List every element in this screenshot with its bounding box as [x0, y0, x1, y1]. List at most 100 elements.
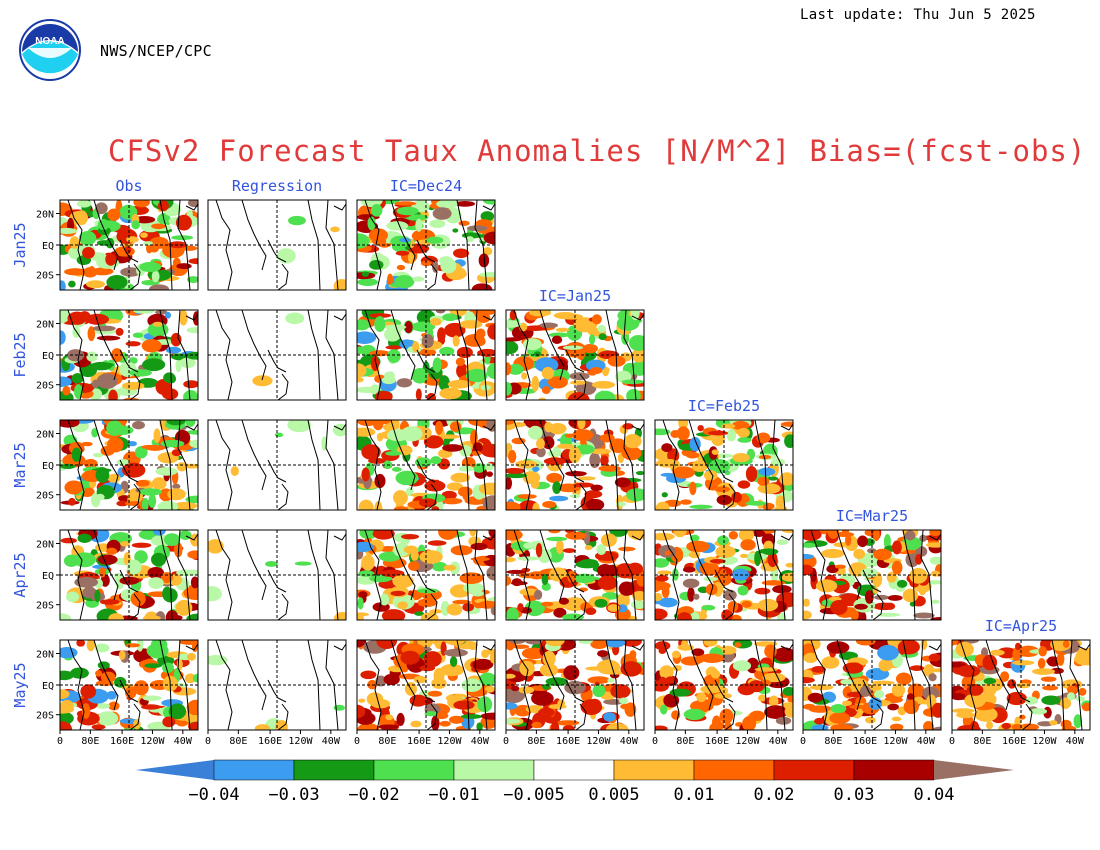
anomaly-blob: [480, 310, 495, 315]
anomaly-blob: [106, 547, 118, 555]
anomaly-blob: [565, 470, 587, 477]
anomaly-blob: [659, 665, 674, 680]
colorbar-tick-label: 0.01: [674, 785, 715, 805]
colorbar-tick-label: −0.03: [268, 785, 319, 805]
anomaly-blob: [480, 712, 495, 720]
anomaly-blob: [1081, 702, 1090, 712]
map-panel: [59, 419, 199, 511]
coastline: [277, 263, 289, 290]
anomaly-blob: [628, 334, 644, 351]
anomaly-blob: [536, 447, 546, 458]
anomaly-field: [655, 420, 793, 510]
anomaly-blob: [136, 640, 144, 652]
panel-frame: [356, 199, 496, 291]
anomaly-blob: [376, 640, 397, 649]
anomaly-blob: [966, 684, 984, 696]
anomaly-blob: [758, 454, 772, 460]
lon-tick-label: 160E: [110, 736, 134, 747]
anomaly-blob: [189, 439, 198, 449]
anomaly-blob: [655, 558, 670, 568]
colorbar-segment: [373, 759, 455, 781]
anomaly-blob: [545, 640, 565, 647]
anomaly-blob: [1042, 685, 1059, 691]
anomaly-blob: [918, 584, 927, 596]
coastline: [482, 203, 495, 211]
anomaly-blob: [468, 643, 478, 651]
anomaly-blob: [385, 714, 394, 721]
coastline: [474, 420, 488, 510]
anomaly-blob: [91, 724, 106, 730]
anomaly-blob: [180, 463, 198, 469]
anomaly-blob: [815, 579, 838, 593]
anomaly-blob: [399, 238, 411, 243]
anomaly-blob: [148, 284, 170, 290]
anomaly-blob: [390, 282, 403, 288]
colorbar-segment: [693, 759, 775, 781]
anomaly-blob: [163, 533, 181, 547]
lon-tick-label: 120W: [1032, 736, 1057, 747]
coastline: [67, 640, 85, 730]
anomaly-blob: [166, 346, 182, 354]
anomaly-blob: [140, 232, 148, 238]
anomaly-blob: [95, 670, 103, 677]
anomaly-blob: [930, 570, 940, 577]
anomaly-blob: [157, 500, 179, 510]
map-panel: [505, 309, 645, 401]
coastline: [129, 483, 141, 510]
anomaly-blob: [167, 488, 186, 501]
anomaly-blob: [506, 501, 521, 510]
anomaly-blob: [655, 575, 669, 582]
anomaly-blob: [1067, 692, 1076, 701]
anomaly-blob: [903, 699, 919, 715]
anomaly-field: [803, 530, 941, 620]
anomaly-blob: [522, 338, 542, 351]
panel-frame: [207, 639, 347, 731]
anomaly-blob: [441, 497, 463, 505]
map-panel: [207, 639, 347, 731]
coastline: [93, 640, 119, 711]
anomaly-blob: [438, 530, 458, 540]
anomaly-blob: [820, 548, 845, 559]
coastline: [1021, 703, 1033, 730]
anomaly-blob: [562, 345, 584, 350]
anomaly-blob: [686, 540, 710, 553]
anomaly-blob: [511, 685, 520, 692]
anomaly-blob: [436, 200, 458, 209]
anomaly-blob: [486, 363, 495, 379]
coastline: [119, 679, 139, 703]
row-label: Apr25: [11, 552, 29, 597]
map-panel: [505, 419, 645, 511]
anomaly-blob: [190, 576, 198, 589]
anomaly-blob: [187, 200, 198, 208]
anomaly-blob: [542, 650, 556, 667]
coastline: [129, 263, 141, 290]
anomaly-blob: [731, 491, 742, 503]
anomaly-blob: [71, 447, 82, 462]
anomaly-blob: [370, 203, 383, 217]
anomaly-blob: [60, 376, 72, 387]
anomaly-blob: [538, 707, 555, 718]
anomaly-blob: [689, 504, 713, 510]
coastline: [474, 310, 488, 400]
anomaly-blob: [989, 649, 1005, 656]
coastline: [575, 703, 587, 730]
anomaly-blob: [426, 236, 444, 244]
anomaly-blob: [585, 607, 597, 615]
coastline: [482, 423, 495, 431]
map-panel: [207, 419, 347, 511]
anomaly-blob: [68, 280, 76, 288]
coastline: [390, 310, 416, 381]
anomaly-blob: [630, 310, 640, 321]
anomaly-blob: [895, 672, 912, 686]
anomaly-blob: [553, 446, 561, 454]
anomaly-blob: [599, 433, 615, 443]
anomaly-blob: [440, 663, 464, 677]
anomaly-blob: [96, 335, 121, 341]
anomaly-blob: [1056, 652, 1065, 666]
anomaly-blob: [413, 675, 427, 684]
column-header: IC=Jan25: [539, 287, 611, 305]
anomaly-blob: [664, 550, 672, 556]
anomaly-blob: [1018, 714, 1026, 720]
anomaly-blob: [87, 326, 96, 342]
anomaly-blob: [711, 715, 722, 730]
